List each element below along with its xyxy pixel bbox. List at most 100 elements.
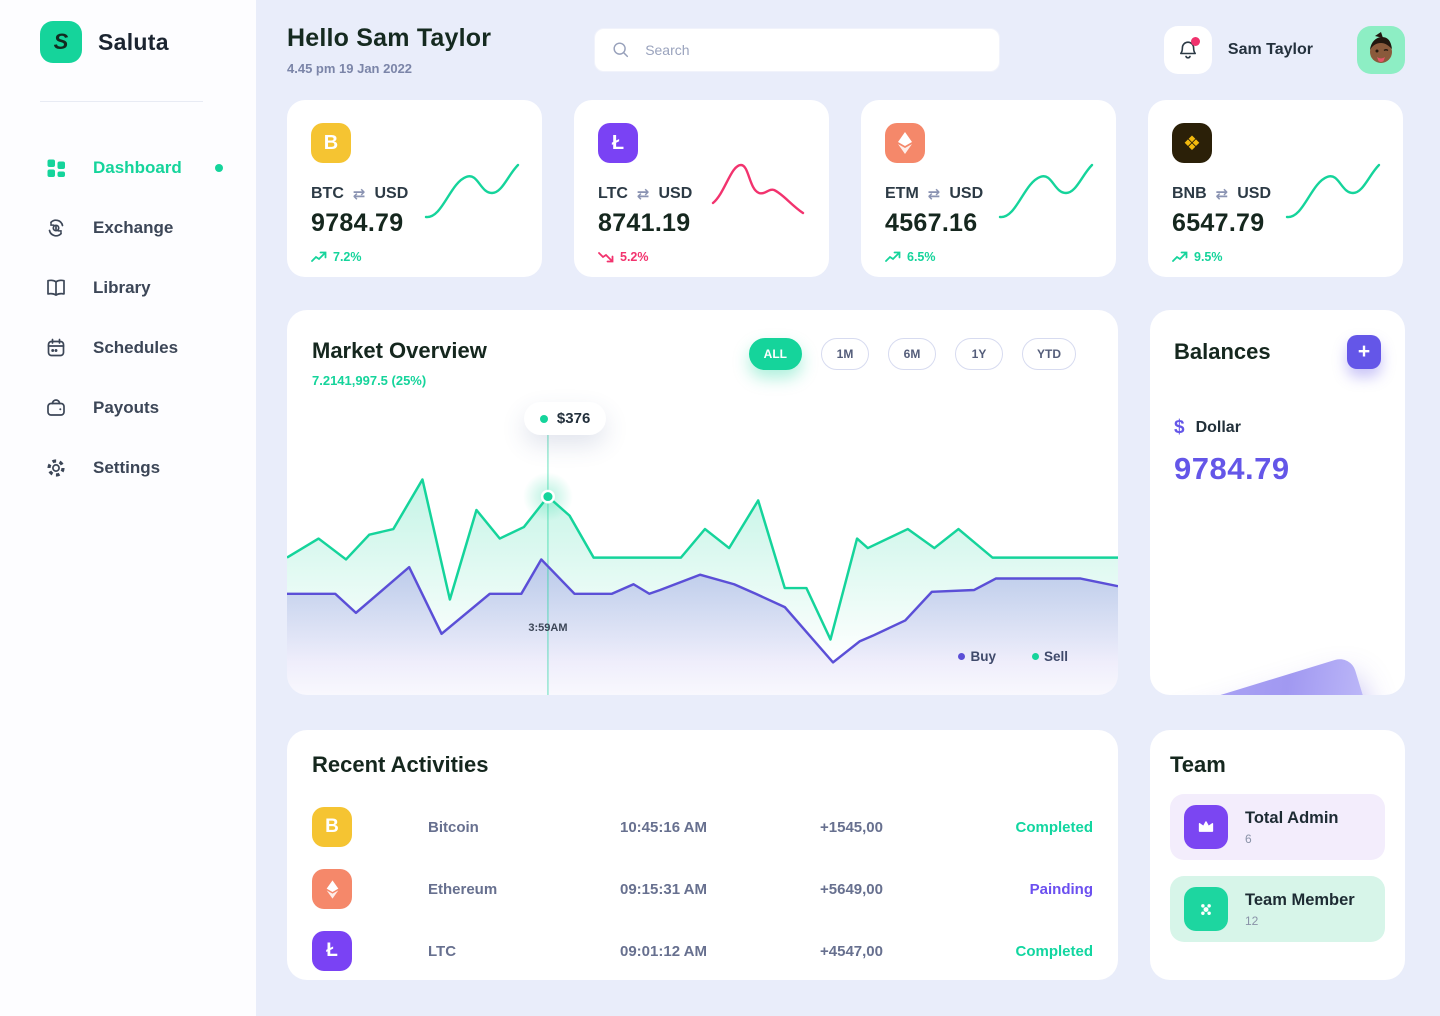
pair-label: BNB ⇄ USD <box>1172 185 1272 203</box>
swap-icon: ⇄ <box>636 186 650 203</box>
team-item-admin[interactable]: Total Admin 6 <box>1170 794 1385 860</box>
chart-legend: Buy Sell <box>958 649 1068 664</box>
balance-amount: 9784.79 <box>1174 451 1290 486</box>
sidebar-item-label: Exchange <box>93 218 174 237</box>
divider <box>40 101 203 102</box>
stat-card-bnb[interactable]: ❖ BNB ⇄ USD 6547.79 9.5% <box>1148 100 1403 277</box>
binance-icon: ❖ <box>1172 123 1212 163</box>
ltc-sparkline <box>711 163 805 215</box>
topbar: Hello Sam Taylor 4.45 pm 19 Jan 2022 Sam… <box>287 0 1405 100</box>
sidebar-item-payouts[interactable]: Payouts <box>0 378 256 438</box>
sidebar-item-settings[interactable]: Settings <box>0 438 256 498</box>
chart-tooltip: $376 <box>523 402 607 435</box>
sidebar-item-label: Dashboard <box>93 158 182 177</box>
stat-card-btc[interactable]: B BTC ⇄ USD 9784.79 7.2% <box>287 100 542 277</box>
brand: S Saluta <box>0 0 256 63</box>
stat-card-ltc[interactable]: Ł LTC ⇄ USD 8741.19 5.2% <box>574 100 829 277</box>
btc-sparkline <box>424 163 520 219</box>
stat-value: 8741.19 <box>598 209 691 237</box>
market-chart-svg <box>287 431 1118 695</box>
team-item-member[interactable]: Team Member 12 <box>1170 876 1385 942</box>
recent-activities-card: Recent Activities B Bitcoin 10:45:16 AM … <box>287 730 1118 980</box>
litecoin-icon: Ł <box>312 931 352 971</box>
members-glyph <box>1201 904 1211 915</box>
page-title: Hello Sam Taylor <box>287 24 492 52</box>
buy-line <box>287 558 1118 664</box>
eth-glyph <box>326 879 338 899</box>
sell-dot <box>1031 653 1039 660</box>
gear-icon <box>47 459 65 477</box>
tab-ytd[interactable]: YTD <box>1022 338 1076 370</box>
avatar-face <box>1370 32 1392 63</box>
notifications-button[interactable] <box>1163 26 1212 74</box>
pair-label: ETM ⇄ USD <box>885 185 984 203</box>
tab-1y[interactable]: 1Y <box>955 338 1003 370</box>
search-icon <box>613 42 629 58</box>
sidebar-item-dashboard[interactable]: Dashboard <box>0 138 256 198</box>
bnb-sparkline <box>1285 163 1381 219</box>
credit-card-front: Glassy. 7812 2139 0823 XXXX VALID THRU05… <box>1150 655 1388 695</box>
tab-all[interactable]: ALL <box>748 338 802 370</box>
status-badge: Completed <box>1015 818 1093 836</box>
trend-up-icon <box>311 251 327 262</box>
legend-sell: Sell <box>1031 649 1068 664</box>
buy-area <box>287 559 1118 695</box>
cursor-time-label: 3:59AM <box>528 622 568 634</box>
bottom-row: Recent Activities B Bitcoin 10:45:16 AM … <box>287 730 1405 980</box>
sell-line <box>287 478 1118 641</box>
activities-title: Recent Activities <box>312 752 489 777</box>
legend-buy: Buy <box>958 649 996 664</box>
bitcoin-icon: B <box>311 123 351 163</box>
pair-label: LTC ⇄ USD <box>598 185 693 203</box>
tab-6m[interactable]: 6M <box>888 338 936 370</box>
activity-row[interactable]: Ethereum 09:15:31 AM +5649,00 Painding <box>312 858 1093 920</box>
tab-1m[interactable]: 1M <box>821 338 869 370</box>
card-brand: Glassy. <box>1221 690 1269 695</box>
search-input[interactable] <box>645 42 984 58</box>
litecoin-icon: Ł <box>598 123 638 163</box>
stat-change: 5.2% <box>598 250 805 264</box>
cursor-dot <box>540 489 555 504</box>
sidebar-item-label: Library <box>93 278 151 297</box>
sidebar-item-schedules[interactable]: Schedules <box>0 318 256 378</box>
status-badge: Painding <box>1029 880 1093 898</box>
stat-value: 9784.79 <box>311 209 404 237</box>
tooltip-value: $376 <box>556 410 591 427</box>
saluta-logo-icon: S <box>40 21 82 63</box>
currency-label: Dollar <box>1195 419 1241 436</box>
status-badge: Completed <box>1015 942 1093 960</box>
sidebar-item-label: Schedules <box>93 338 179 357</box>
activity-row[interactable]: Ł LTC 09:01:12 AM +4547,00 Completed <box>312 920 1093 982</box>
team-card: Team Total Admin 6 Team Member 12 <box>1150 730 1405 980</box>
members-icon <box>1184 887 1228 931</box>
calendar-icon <box>47 338 65 357</box>
crown-icon <box>1184 805 1228 849</box>
market-overview-card: Market Overview 7.2141,997.5 (25%) ALL 1… <box>287 310 1118 695</box>
stat-change: 6.5% <box>885 250 1092 264</box>
swap-icon: ⇄ <box>1215 186 1229 203</box>
swap-icon: ⇄ <box>352 186 366 203</box>
stat-card-etm[interactable]: ETM ⇄ USD 4567.16 6.5% <box>861 100 1116 277</box>
stat-value: 4567.16 <box>885 209 978 237</box>
stat-cards-row: B BTC ⇄ USD 9784.79 7.2% Ł LTC ⇄ USD 8741.19… <box>287 100 1405 277</box>
user-name: Sam Taylor <box>1227 41 1313 58</box>
ethereum-icon <box>885 123 925 163</box>
add-balance-button[interactable]: + <box>1347 335 1381 369</box>
etm-sparkline <box>998 163 1094 219</box>
greeting-block: Hello Sam Taylor 4.45 pm 19 Jan 2022 <box>287 24 491 76</box>
search-bar[interactable] <box>594 28 1001 72</box>
middle-row: Market Overview 7.2141,997.5 (25%) ALL 1… <box>287 310 1405 695</box>
avatar[interactable] <box>1357 26 1405 74</box>
swap-icon: ⇄ <box>927 186 941 203</box>
bitcoin-icon: B <box>312 807 352 847</box>
market-title: Market Overview <box>312 338 487 363</box>
activity-row[interactable]: B Bitcoin 10:45:16 AM +1545,00 Completed <box>312 796 1093 858</box>
dollar-icon: $ <box>1174 417 1185 438</box>
market-chart[interactable]: 3:59AM Buy Sell <box>287 427 1118 695</box>
stat-change: 7.2% <box>311 250 518 264</box>
sidebar-item-library[interactable]: Library <box>0 258 256 318</box>
stat-change: 9.5% <box>1172 250 1379 264</box>
stat-value: 6547.79 <box>1172 209 1265 237</box>
active-dot <box>214 164 223 172</box>
sidebar-item-exchange[interactable]: Exchange <box>0 198 256 258</box>
